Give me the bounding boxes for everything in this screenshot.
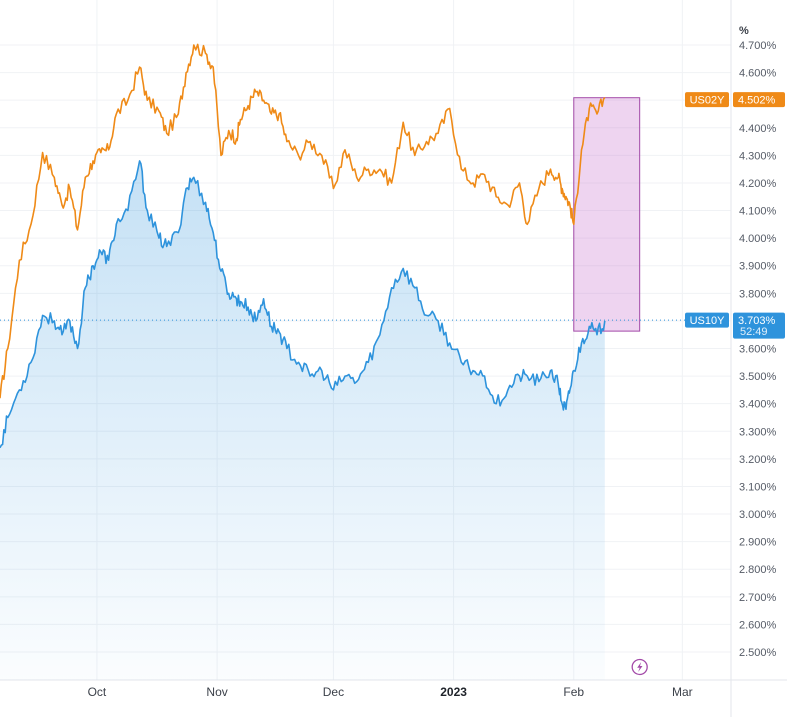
x-tick-label: Feb [563, 685, 584, 699]
lightning-icon[interactable] [631, 658, 648, 676]
y-tick-label: 4.600% [739, 68, 777, 80]
y-tick-label: 3.500% [739, 371, 777, 383]
us10y-area [0, 160, 605, 680]
y-tick-label: 2.800% [739, 564, 777, 576]
us10y-tag: US10Y 3.703%52:49 [685, 312, 785, 339]
y-tick-label: 3.200% [739, 454, 777, 466]
us10y-tag-value-bg [733, 312, 785, 339]
value-tags: US02Y 4.502% US10Y 3.703%52:49 [685, 92, 785, 339]
y-tick-label: 3.600% [739, 344, 777, 356]
y-tick-label: 2.500% [739, 647, 777, 659]
lightning-icon-bolt [637, 662, 643, 672]
highlight-box [573, 97, 641, 332]
series-lines [0, 43, 606, 449]
x-tick-label: Oct [88, 685, 107, 699]
x-tick-label: Mar [672, 685, 693, 699]
us02y-tag: US02Y 4.502% [685, 92, 785, 108]
y-tick-label: 3.300% [739, 426, 777, 438]
area-fill [0, 160, 605, 680]
us02y-tag-value: 4.502% [738, 95, 776, 107]
y-tick-label: 2.900% [739, 537, 777, 549]
y-tick-label: 3.800% [739, 288, 777, 300]
y-unit-label: % [739, 25, 749, 37]
y-tick-label: 3.900% [739, 261, 777, 273]
x-tick-label: 2023 [440, 685, 467, 699]
x-tick-label: Nov [206, 685, 227, 699]
y-tick-label: 2.600% [739, 619, 777, 631]
us10y-tag-value: 3.703% [738, 315, 776, 327]
us10y-line [0, 160, 606, 449]
y-tick-label: 3.000% [739, 509, 777, 521]
us02y-line [0, 43, 606, 399]
annotations [0, 97, 731, 332]
y-tick-label: 4.100% [739, 206, 777, 218]
y-tick-label: 3.100% [739, 481, 777, 493]
x-axis: Oct Nov Dec 2023 Feb Mar [88, 685, 693, 699]
y-tick-label: 3.400% [739, 399, 777, 411]
us10y-tag-name-bg [685, 312, 729, 328]
x-tick-label: Dec [323, 685, 344, 699]
y-tick-label: 4.400% [739, 123, 777, 135]
footer-icons [631, 658, 648, 676]
y-tick-label: 4.300% [739, 150, 777, 162]
us02y-tag-name-bg [685, 92, 729, 108]
us02y-tag-name: US02Y [690, 95, 726, 107]
y-axis: 4.700%4.600%4.500%4.400%4.300%4.200%4.10… [739, 25, 777, 659]
us10y-tag-name: US10Y [690, 315, 726, 327]
y-tick-label: 4.000% [739, 233, 777, 245]
us02y-tag-value-bg [733, 92, 785, 108]
y-tick-label: 2.700% [739, 592, 777, 604]
y-tick-label: 4.700% [739, 40, 777, 52]
y-tick-label: 4.200% [739, 178, 777, 190]
us10y-tag-countdown: 52:49 [740, 326, 768, 338]
